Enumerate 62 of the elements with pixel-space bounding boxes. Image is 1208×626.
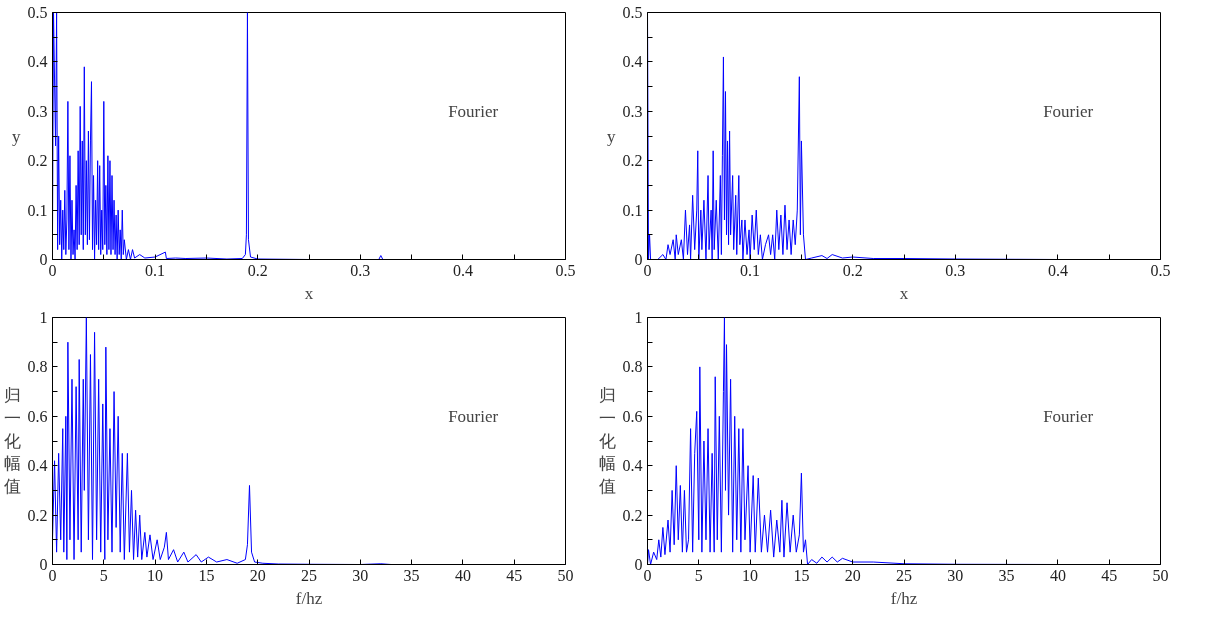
x-tick-label: 50 <box>557 566 574 584</box>
x-tick-label: 15 <box>198 566 215 584</box>
y-tick-label: 0.6 <box>27 407 48 425</box>
x-tick-label: 0.2 <box>842 261 863 279</box>
x-tick-label: 20 <box>844 566 861 584</box>
y-tick-label: 0.2 <box>27 152 48 170</box>
y-tick-label: 0.2 <box>27 506 48 524</box>
y-tick-label: 1 <box>634 309 643 326</box>
y-tick-label: 0.4 <box>27 457 48 475</box>
x-tick-label: 0.2 <box>247 261 268 279</box>
x-tick-label: 45 <box>1101 566 1118 584</box>
y-tick-label: 0.4 <box>622 53 643 71</box>
x-tick-label: 5 <box>99 566 108 584</box>
x-tick-label: 20 <box>249 566 266 584</box>
y-tick-label: 0.1 <box>622 201 643 219</box>
x-axis-title: f/hz <box>890 588 918 608</box>
annotation: Fourier <box>448 101 499 121</box>
x-tick-label: 0.3 <box>350 261 371 279</box>
x-tick-label: 0.4 <box>452 261 473 279</box>
y-tick-label: 0.6 <box>622 407 643 425</box>
x-tick-label: 15 <box>793 566 810 584</box>
y-tick-label: 0.5 <box>27 4 48 21</box>
y-tick-label: 0.8 <box>27 358 48 376</box>
x-tick-label: 0.1 <box>145 261 166 279</box>
x-tick-label: 25 <box>896 566 912 584</box>
x-tick-label: 0.5 <box>1150 261 1171 279</box>
x-tick-label: 5 <box>694 566 703 584</box>
annotation: Fourier <box>448 406 499 426</box>
y-axis-title: y <box>607 126 616 146</box>
x-axis-title: x <box>304 283 314 303</box>
x-tick-label: 10 <box>742 566 759 584</box>
x-tick-label: 50 <box>1152 566 1169 584</box>
x-tick-label: 10 <box>147 566 164 584</box>
y-axis-title: 归一化幅值 <box>598 385 616 497</box>
y-axis-title: y <box>12 126 21 146</box>
x-tick-label: 35 <box>998 566 1015 584</box>
y-tick-label: 0.4 <box>622 457 643 475</box>
x-tick-label: 0.1 <box>740 261 761 279</box>
y-tick-label: 0.2 <box>622 152 643 170</box>
y-tick-label: 0.2 <box>622 506 643 524</box>
annotation: Fourier <box>1043 101 1094 121</box>
x-tick-label: 40 <box>454 566 471 584</box>
y-tick-label: 1 <box>39 309 48 326</box>
annotation: Fourier <box>1043 406 1094 426</box>
x-tick-label: 40 <box>1049 566 1066 584</box>
y-axis-title: 归一化幅值 <box>3 385 21 497</box>
y-tick-label: 0.1 <box>27 201 48 219</box>
x-tick-label: 0.3 <box>945 261 966 279</box>
x-axis-title: x <box>899 283 909 303</box>
y-tick-label: 0.5 <box>622 4 643 21</box>
x-tick-label: 0.5 <box>555 261 576 279</box>
x-tick-label: 35 <box>403 566 420 584</box>
y-tick-label: 0.3 <box>622 102 643 120</box>
y-tick-label: 0.4 <box>27 53 48 71</box>
y-tick-label: 0.8 <box>622 358 643 376</box>
x-tick-label: 25 <box>301 566 317 584</box>
y-tick-label: 0.3 <box>27 102 48 120</box>
x-tick-label: 30 <box>352 566 369 584</box>
x-tick-label: 30 <box>947 566 964 584</box>
x-axis-title: f/hz <box>295 588 323 608</box>
x-tick-label: 45 <box>506 566 523 584</box>
x-tick-label: 0.4 <box>1047 261 1068 279</box>
